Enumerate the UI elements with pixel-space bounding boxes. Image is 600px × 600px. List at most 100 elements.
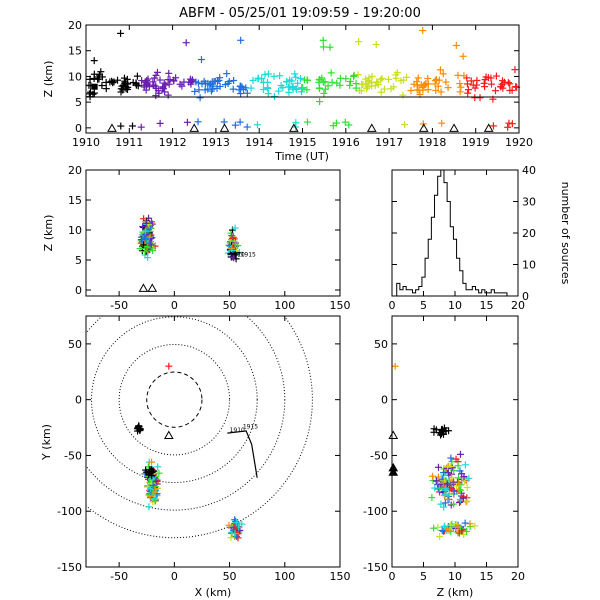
station-triangle xyxy=(366,123,377,132)
x-tick-label: 100 xyxy=(274,299,295,312)
source-point xyxy=(303,118,311,126)
source-point xyxy=(415,86,423,94)
source-point xyxy=(156,76,164,84)
source-point xyxy=(259,86,267,94)
source-point xyxy=(380,85,388,93)
source-point xyxy=(504,123,512,131)
source-point xyxy=(264,90,272,98)
source-point xyxy=(456,88,464,96)
source-point xyxy=(243,89,251,97)
source-point xyxy=(182,39,190,47)
source-point xyxy=(432,477,440,485)
source-point xyxy=(298,88,306,96)
source-point xyxy=(216,74,224,82)
track-label-start: 1910 xyxy=(230,427,245,434)
source-point xyxy=(229,233,237,241)
source-point xyxy=(161,88,169,96)
source-point xyxy=(387,85,395,93)
source-point xyxy=(480,79,488,87)
source-point xyxy=(164,91,172,99)
source-point xyxy=(440,522,448,530)
source-point xyxy=(142,227,150,235)
source-point xyxy=(155,89,163,97)
source-point xyxy=(489,122,497,130)
source-point xyxy=(237,36,245,44)
source-point xyxy=(336,81,344,89)
y-tick-label: -50 xyxy=(64,449,82,462)
source-point xyxy=(134,424,142,432)
source-point xyxy=(141,78,149,86)
source-point xyxy=(355,38,363,46)
x-tick-label: -50 xyxy=(110,299,128,312)
y-tick-label: -100 xyxy=(363,505,388,518)
source-point xyxy=(444,463,452,471)
source-point xyxy=(151,497,159,505)
x-tick-label: 15 xyxy=(480,299,494,312)
source-point xyxy=(156,119,164,127)
source-point xyxy=(442,484,450,492)
station-triangle xyxy=(107,123,117,132)
source-point xyxy=(419,27,427,35)
source-point xyxy=(276,72,284,80)
source-point xyxy=(154,463,162,471)
source-point xyxy=(285,88,293,96)
station-markers xyxy=(107,123,494,132)
y-tick-label: 20 xyxy=(68,19,82,32)
z-y-panel: 0 5 10 15 20 -150 -100 -50 0 50 Z (km) xyxy=(363,315,525,599)
source-point xyxy=(114,76,122,84)
source-point xyxy=(142,219,150,227)
source-point xyxy=(392,74,400,82)
x-tick-label: 0 xyxy=(389,570,396,583)
source-point xyxy=(332,119,340,127)
source-point xyxy=(363,85,371,93)
source-point xyxy=(407,87,415,95)
source-point xyxy=(303,76,311,84)
source-point xyxy=(165,362,173,370)
source-point xyxy=(431,484,439,492)
source-point xyxy=(424,86,432,94)
station-triangle xyxy=(418,123,429,132)
x-tick-label: 1917 xyxy=(375,136,403,149)
x-tick-label: 1910 xyxy=(72,136,100,149)
x-tick-label: 0 xyxy=(389,299,396,312)
source-point xyxy=(456,498,464,506)
range-ring xyxy=(146,371,203,428)
source-point xyxy=(454,462,462,470)
source-point xyxy=(145,503,153,511)
source-point xyxy=(292,73,300,81)
source-point xyxy=(428,494,436,502)
x-tick-label: 1920 xyxy=(505,136,533,149)
source-point xyxy=(440,492,448,500)
source-point xyxy=(487,74,495,82)
source-point xyxy=(231,530,239,538)
source-point xyxy=(431,77,439,85)
source-point xyxy=(140,232,148,240)
source-point xyxy=(141,248,149,256)
x-tick-label: 5 xyxy=(420,570,427,583)
source-point xyxy=(436,66,444,74)
track-label-end: 1915 xyxy=(241,251,256,258)
source-point xyxy=(499,84,507,92)
source-point xyxy=(117,122,125,130)
source-point xyxy=(328,78,336,86)
source-point xyxy=(448,458,456,466)
y-tick-label: 15 xyxy=(68,194,82,207)
source-point xyxy=(149,78,157,86)
source-point xyxy=(170,77,178,85)
source-point xyxy=(434,485,442,493)
source-point xyxy=(465,474,473,482)
source-point xyxy=(85,81,93,89)
source-point xyxy=(511,66,519,74)
y-tick-label: 0 xyxy=(75,122,82,135)
source-point xyxy=(374,80,382,88)
source-point xyxy=(259,78,267,86)
source-point xyxy=(432,75,440,83)
source-point xyxy=(208,85,216,93)
x-tick-label: 1912 xyxy=(159,136,187,149)
source-point xyxy=(249,76,257,84)
source-point xyxy=(144,483,152,491)
zy-x-label: Z (km) xyxy=(437,586,474,599)
